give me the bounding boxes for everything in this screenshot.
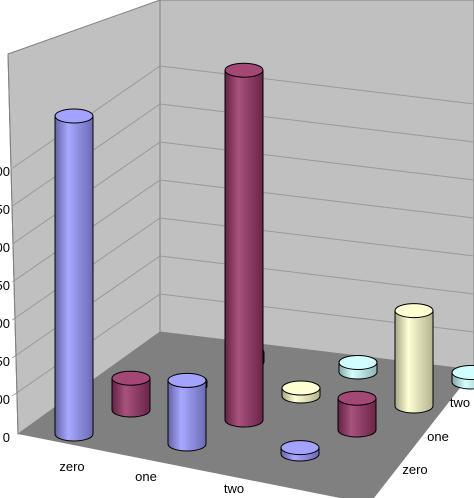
bar-two-3 <box>451 364 474 390</box>
bar-top <box>224 62 264 78</box>
y-tick-label: 0 <box>3 430 10 445</box>
y-tick-label: 00 <box>0 316 10 331</box>
bar-top <box>451 364 474 380</box>
depth-tick-label: zero <box>402 462 427 477</box>
bar-body <box>337 397 377 438</box>
x-tick-label: one <box>135 469 157 484</box>
x-tick-label: zero <box>59 459 84 474</box>
bar-top <box>280 440 320 456</box>
bar-zero-1 <box>111 370 151 418</box>
bar-top <box>394 303 434 319</box>
bar-top <box>337 390 377 406</box>
bar-top <box>167 372 207 388</box>
bar-one-3 <box>338 354 378 380</box>
bar-one-2 <box>281 380 321 404</box>
bar-two-2 <box>394 303 434 414</box>
y-tick-label: 00 <box>0 164 10 179</box>
bar-top <box>281 380 321 396</box>
bar-body <box>167 379 207 452</box>
bar-two-1 <box>337 390 377 438</box>
bar-top <box>54 108 94 124</box>
bar-body <box>54 115 94 442</box>
y-tick-label: 00 <box>0 240 10 255</box>
depth-axis-labels: zeroonetwot <box>402 395 470 477</box>
bar-top <box>338 354 378 370</box>
y-axis-line <box>7 53 19 435</box>
x-axis-labels: zero one two <box>59 459 244 496</box>
bar-top <box>111 370 151 386</box>
bar-body <box>111 377 151 418</box>
bars <box>54 62 474 462</box>
bar-one-1 <box>224 62 264 428</box>
y-tick-label: 50 <box>0 278 10 293</box>
depth-tick-label: two <box>450 395 470 410</box>
depth-tick-label: one <box>427 429 449 444</box>
bar-body <box>394 310 434 414</box>
y-tick-label: 50 <box>0 354 10 369</box>
y-tick-label: 00 <box>0 392 10 407</box>
y-tick-label: 50 <box>0 202 10 217</box>
bar-body <box>224 69 264 428</box>
bar-one-0 <box>167 372 207 452</box>
bar-two-0 <box>280 440 320 462</box>
bar-zero-0 <box>54 108 94 442</box>
y-axis-labels: 000500050005000 <box>0 164 10 445</box>
x-tick-label: two <box>224 481 244 496</box>
